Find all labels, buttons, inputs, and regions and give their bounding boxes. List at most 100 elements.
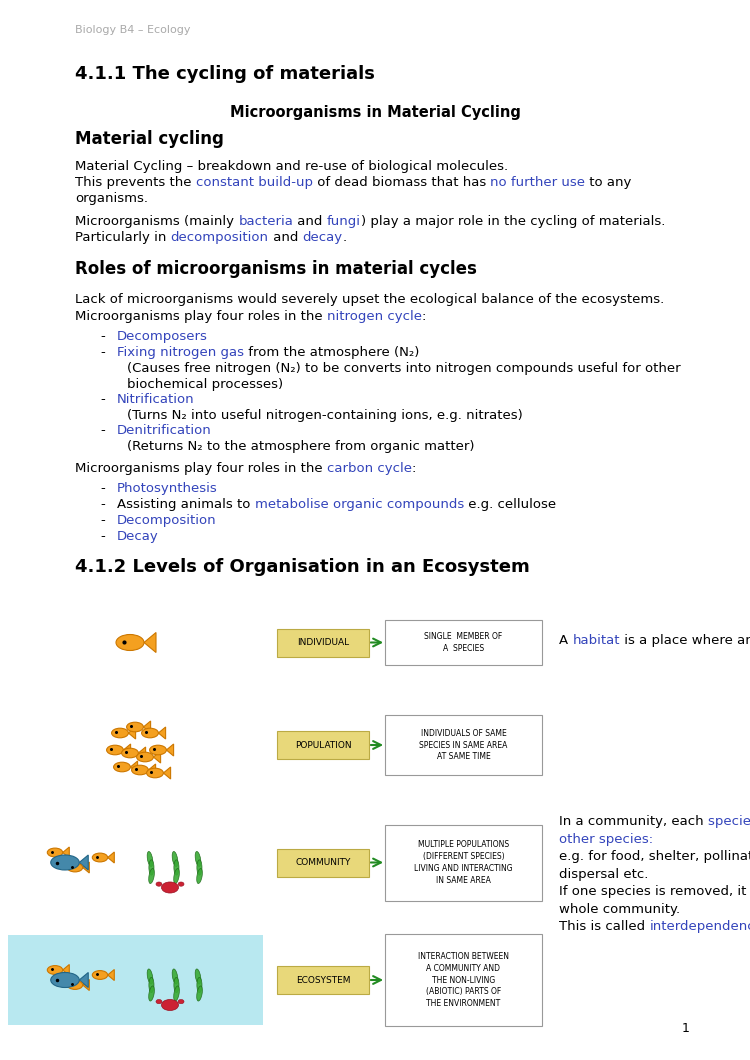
Ellipse shape bbox=[174, 977, 179, 992]
Ellipse shape bbox=[136, 753, 154, 762]
Ellipse shape bbox=[51, 972, 80, 988]
Text: 4.1.1 The cycling of materials: 4.1.1 The cycling of materials bbox=[75, 65, 375, 83]
Text: MULTIPLE POPULATIONS
(DIFFERENT SPECIES)
LIVING AND INTERACTING
IN SAME AREA: MULTIPLE POPULATIONS (DIFFERENT SPECIES)… bbox=[414, 841, 513, 885]
Text: Decomposers: Decomposers bbox=[117, 330, 208, 343]
Ellipse shape bbox=[47, 966, 63, 974]
Ellipse shape bbox=[142, 728, 158, 738]
Text: constant build-up: constant build-up bbox=[196, 176, 313, 189]
Text: -: - bbox=[100, 346, 105, 359]
Text: Roles of microorganisms in material cycles: Roles of microorganisms in material cycl… bbox=[75, 260, 477, 278]
Ellipse shape bbox=[68, 863, 82, 872]
Text: and: and bbox=[268, 231, 302, 244]
Text: COMMUNITY: COMMUNITY bbox=[296, 858, 351, 867]
Polygon shape bbox=[63, 847, 69, 858]
Polygon shape bbox=[154, 750, 160, 763]
FancyBboxPatch shape bbox=[277, 848, 369, 877]
Ellipse shape bbox=[174, 868, 179, 884]
Text: bacteria: bacteria bbox=[238, 215, 293, 228]
Text: Nitrification: Nitrification bbox=[117, 393, 195, 406]
Text: Lack of microorganisms would severely upset the ecological balance of the ecosys: Lack of microorganisms would severely up… bbox=[75, 293, 664, 306]
Text: ) play a major role in the cycling of materials.: ) play a major role in the cycling of ma… bbox=[361, 215, 665, 228]
Polygon shape bbox=[82, 979, 89, 990]
Text: Microorganisms play four roles in the: Microorganisms play four roles in the bbox=[75, 310, 327, 323]
Text: .: . bbox=[343, 231, 346, 244]
FancyBboxPatch shape bbox=[8, 815, 263, 909]
Text: In a community, each: In a community, each bbox=[559, 815, 708, 828]
Text: Biology B4 – Ecology: Biology B4 – Ecology bbox=[75, 25, 190, 35]
Text: :: : bbox=[412, 462, 416, 475]
Text: If one species is removed, it can affect the: If one species is removed, it can affect… bbox=[559, 885, 750, 898]
Text: 1: 1 bbox=[682, 1022, 690, 1035]
Text: :: : bbox=[422, 310, 426, 323]
Text: other species:: other species: bbox=[559, 832, 653, 846]
Text: Microorganisms in Material Cycling: Microorganisms in Material Cycling bbox=[230, 105, 520, 120]
Ellipse shape bbox=[172, 969, 178, 984]
Ellipse shape bbox=[146, 768, 164, 778]
Text: and: and bbox=[293, 215, 327, 228]
Ellipse shape bbox=[178, 1000, 184, 1004]
Ellipse shape bbox=[127, 722, 143, 731]
FancyBboxPatch shape bbox=[385, 620, 542, 665]
Text: no further use: no further use bbox=[490, 176, 585, 189]
Polygon shape bbox=[148, 764, 155, 776]
Text: of dead biomass that has: of dead biomass that has bbox=[313, 176, 490, 189]
Text: ECOSYSTEM: ECOSYSTEM bbox=[296, 975, 350, 985]
Text: A: A bbox=[559, 634, 572, 647]
Polygon shape bbox=[108, 852, 114, 863]
Polygon shape bbox=[143, 721, 151, 734]
Text: INDIVIDUAL: INDIVIDUAL bbox=[297, 638, 349, 647]
Ellipse shape bbox=[51, 855, 80, 870]
Ellipse shape bbox=[47, 848, 63, 856]
Text: e.g. for food, shelter, pollination, seed: e.g. for food, shelter, pollination, see… bbox=[559, 850, 750, 863]
Ellipse shape bbox=[161, 1000, 178, 1010]
Ellipse shape bbox=[197, 860, 202, 876]
Text: This is called: This is called bbox=[559, 920, 650, 933]
Text: carbon cycle: carbon cycle bbox=[327, 462, 412, 475]
Ellipse shape bbox=[149, 977, 154, 992]
Ellipse shape bbox=[149, 745, 166, 755]
Polygon shape bbox=[144, 633, 156, 653]
FancyBboxPatch shape bbox=[385, 934, 542, 1026]
Text: Photosynthesis: Photosynthesis bbox=[117, 482, 218, 495]
Polygon shape bbox=[130, 761, 137, 773]
Text: dispersal etc.: dispersal etc. bbox=[559, 867, 648, 881]
Text: -: - bbox=[100, 530, 105, 543]
Ellipse shape bbox=[196, 986, 202, 1001]
Ellipse shape bbox=[174, 986, 179, 1001]
Text: Microorganisms (mainly: Microorganisms (mainly bbox=[75, 215, 238, 228]
Ellipse shape bbox=[161, 882, 178, 893]
Ellipse shape bbox=[156, 882, 162, 886]
Text: organisms.: organisms. bbox=[75, 192, 148, 205]
Ellipse shape bbox=[195, 851, 201, 866]
Polygon shape bbox=[80, 972, 88, 988]
FancyBboxPatch shape bbox=[277, 731, 369, 759]
Text: -: - bbox=[100, 393, 105, 406]
Ellipse shape bbox=[92, 971, 108, 979]
FancyBboxPatch shape bbox=[385, 714, 542, 775]
FancyBboxPatch shape bbox=[277, 629, 369, 656]
Ellipse shape bbox=[113, 762, 130, 772]
Text: Microorganisms play four roles in the: Microorganisms play four roles in the bbox=[75, 462, 327, 475]
Text: Denitrification: Denitrification bbox=[117, 424, 212, 437]
FancyBboxPatch shape bbox=[277, 966, 369, 994]
Polygon shape bbox=[124, 744, 130, 756]
Ellipse shape bbox=[148, 868, 154, 884]
Ellipse shape bbox=[149, 860, 154, 876]
Ellipse shape bbox=[112, 728, 128, 738]
Text: INTERACTION BETWEEN
A COMMUNITY AND
THE NON-LIVING
(ABIOTIC) PARTS OF
THE ENVIRO: INTERACTION BETWEEN A COMMUNITY AND THE … bbox=[418, 952, 509, 1008]
Ellipse shape bbox=[148, 986, 154, 1001]
Polygon shape bbox=[82, 862, 89, 873]
Text: biochemical processes): biochemical processes) bbox=[127, 378, 284, 391]
Text: SINGLE  MEMBER OF
A  SPECIES: SINGLE MEMBER OF A SPECIES bbox=[424, 632, 502, 653]
Ellipse shape bbox=[156, 1000, 162, 1004]
Text: -: - bbox=[100, 482, 105, 495]
Text: decay: decay bbox=[302, 231, 343, 244]
Text: decomposition: decomposition bbox=[170, 231, 268, 244]
Text: (Returns N₂ to the atmosphere from organic matter): (Returns N₂ to the atmosphere from organ… bbox=[127, 440, 475, 453]
Text: -: - bbox=[100, 514, 105, 527]
Text: -: - bbox=[100, 424, 105, 437]
Text: to any: to any bbox=[585, 176, 632, 189]
Ellipse shape bbox=[116, 635, 144, 651]
Ellipse shape bbox=[131, 765, 148, 775]
Text: habitat: habitat bbox=[572, 634, 620, 647]
